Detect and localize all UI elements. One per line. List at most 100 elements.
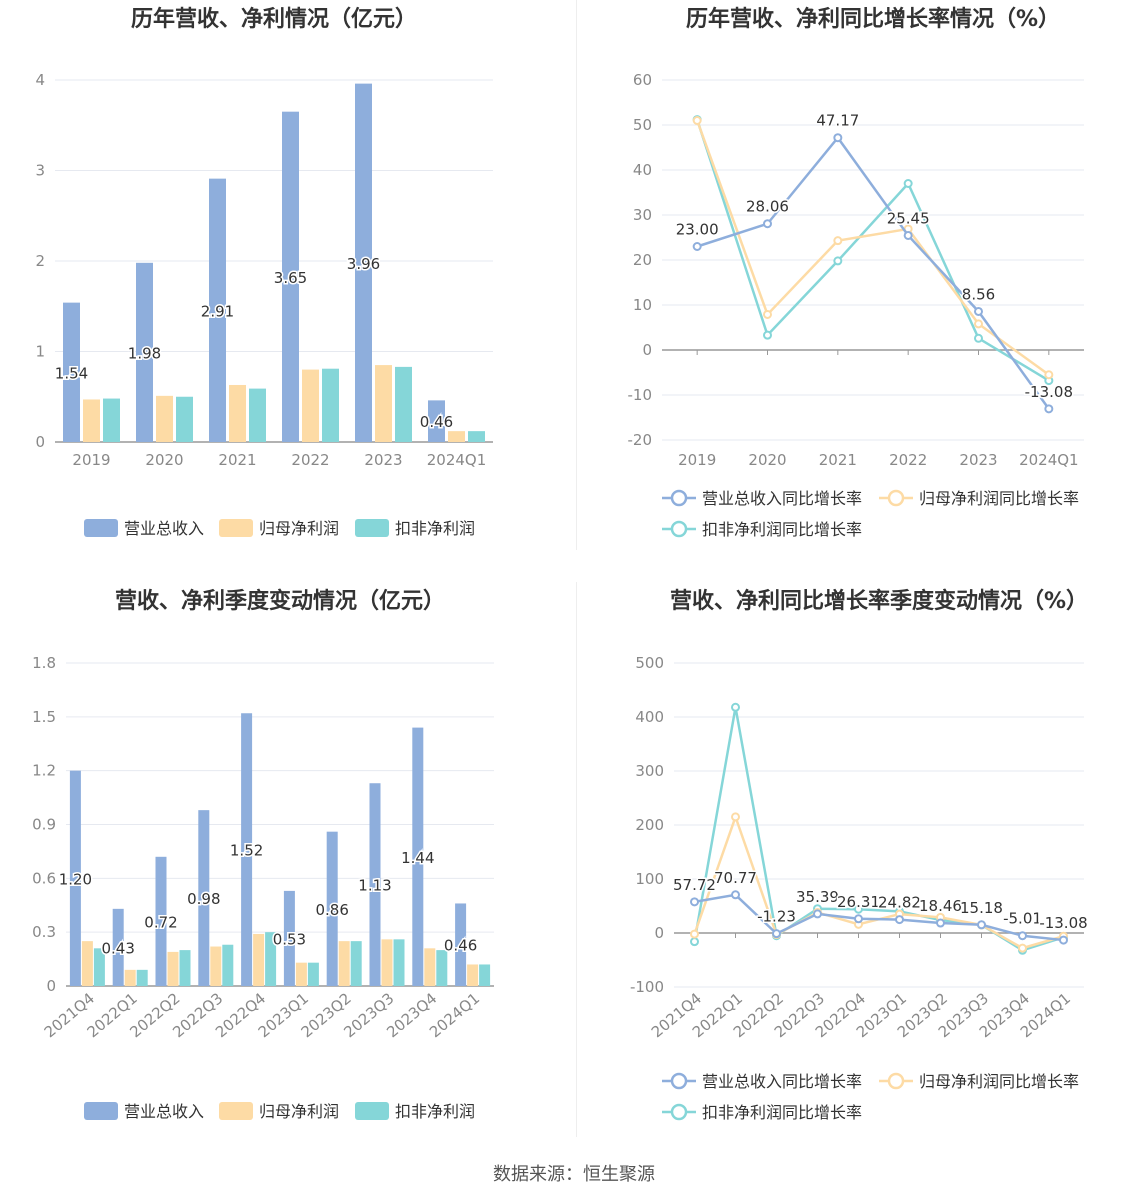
- line-point: [936, 918, 945, 928]
- quarterly-growth-rate-svg: 营收、净利同比增长率季度变动情况（%） -100 0 100 200 300 400 500 2…: [630, 588, 1089, 1122]
- y-tick-label: 10: [633, 296, 652, 314]
- bar: [467, 964, 479, 986]
- bar: [179, 950, 191, 986]
- y-tick-label: 0: [35, 433, 45, 451]
- y-tick-label: 50: [633, 116, 652, 134]
- y-tick-label: 2: [35, 252, 45, 270]
- legend-swatch: [84, 519, 118, 537]
- y-tick-label: 500: [635, 654, 664, 672]
- bar: [355, 83, 372, 443]
- line-point: [974, 333, 983, 343]
- y-tick-label: 0.3: [32, 923, 56, 941]
- bar: [302, 369, 319, 442]
- bar: [295, 962, 307, 986]
- bar-data-label: 0.46: [420, 413, 453, 431]
- bar: [448, 431, 465, 442]
- legend-marker: [670, 1072, 688, 1090]
- legend-swatch: [355, 1102, 389, 1120]
- line-data-label: -13.08: [1025, 383, 1073, 401]
- line-point: [833, 256, 843, 266]
- line-point: [1018, 943, 1027, 953]
- line-point: [731, 812, 740, 822]
- bar: [229, 384, 246, 442]
- bar: [241, 713, 253, 986]
- line-point: [813, 909, 822, 919]
- bar-data-label: 0.86: [315, 901, 348, 919]
- bar: [265, 932, 277, 986]
- bar: [393, 939, 405, 986]
- line-data-label: 18.46: [919, 897, 962, 915]
- line-point: [854, 914, 863, 924]
- x-tick-label: 2020: [748, 451, 786, 469]
- legend-swatch: [355, 519, 389, 537]
- bar: [412, 727, 424, 986]
- bar: [222, 944, 234, 986]
- bar-data-label: 2.91: [201, 302, 234, 320]
- line-point: [763, 330, 772, 340]
- chart-title: 营收、净利季度变动情况（亿元）: [115, 588, 445, 614]
- y-tick-label: 0: [654, 924, 664, 942]
- y-tick-label: 200: [635, 816, 664, 834]
- y-tick-label: 100: [635, 870, 664, 888]
- y-tick-label: 1.8: [32, 654, 56, 672]
- bar: [375, 365, 392, 442]
- line-point: [903, 179, 913, 188]
- line-point: [690, 937, 699, 947]
- line-point: [1044, 404, 1054, 414]
- line-point: [731, 890, 740, 900]
- bar: [210, 946, 222, 986]
- chart-title: 营收、净利同比增长率季度变动情况（%）: [670, 588, 1088, 614]
- bar-data-label: 0.98: [187, 890, 220, 908]
- line-data-label: 15.18: [960, 899, 1003, 917]
- legend-label: 营业总收入同比增长率: [702, 489, 862, 508]
- line-data-label: 25.45: [887, 209, 930, 227]
- y-tick-label: 0: [46, 977, 56, 995]
- y-tick-label: 1.5: [32, 708, 56, 726]
- legend-label: 扣非净利润同比增长率: [702, 520, 862, 539]
- legend-label: 归母净利润同比增长率: [919, 489, 1079, 508]
- line-point: [690, 929, 699, 939]
- y-tick-label: 400: [635, 708, 664, 726]
- x-tick-label: 2021: [819, 451, 857, 469]
- y-tick-label: 300: [635, 762, 664, 780]
- bar-data-label: 0.46: [444, 937, 477, 955]
- x-tick-label: 2021: [218, 451, 256, 469]
- bar: [479, 964, 491, 986]
- bar: [155, 856, 167, 986]
- bar: [83, 399, 100, 442]
- bar: [395, 366, 412, 442]
- quarterly-revenue-profit-chart: 营收、净利季度变动情况（亿元） 0 0.3 0.6 0.9 1.2 1.5 1.8 2021Q4…: [0, 582, 574, 1162]
- bar: [369, 783, 381, 986]
- bar-data-label: 3.65: [274, 269, 307, 287]
- panel-divider: [576, 0, 577, 550]
- bar-data-label: 1.44: [401, 849, 434, 867]
- legend-swatch: [219, 1102, 253, 1120]
- bar: [124, 969, 136, 986]
- bar: [424, 948, 436, 986]
- line-data-label: 23.00: [676, 221, 719, 239]
- bar: [198, 810, 210, 986]
- line-point: [772, 929, 781, 939]
- data-source-note: 数据来源：恒生聚源: [493, 1164, 655, 1185]
- legend-label: 扣非净利润: [395, 1102, 475, 1121]
- bar: [468, 431, 485, 442]
- x-tick-label: 2024Q1: [1019, 451, 1079, 469]
- line-point: [854, 904, 863, 914]
- bar: [436, 950, 448, 986]
- bar: [209, 178, 226, 442]
- line-point: [833, 133, 843, 143]
- legend-label: 营业总收入同比增长率: [702, 1072, 862, 1091]
- y-tick-label: -20: [628, 431, 653, 449]
- line-data-label: 26.31: [837, 893, 880, 911]
- legend-marker: [670, 520, 688, 538]
- line-point: [903, 230, 913, 240]
- x-tick-label: 2023: [959, 451, 997, 469]
- quarterly-growth-rate-chart: 营收、净利同比增长率季度变动情况（%） -100 0 100 200 300 400 500 2…: [576, 582, 1148, 1162]
- line-point: [731, 702, 740, 712]
- chart-title: 历年营收、净利同比增长率情况（%）: [686, 6, 1060, 32]
- bar-data-label: 0.72: [144, 913, 177, 931]
- annual-growth-rate-chart: 历年营收、净利同比增长率情况（%） -20 -10 0 10 20 30 40 50 60 2019…: [576, 0, 1148, 580]
- bar-data-label: 1.20: [59, 870, 92, 888]
- line-point: [977, 920, 986, 930]
- y-tick-label: 40: [633, 161, 652, 179]
